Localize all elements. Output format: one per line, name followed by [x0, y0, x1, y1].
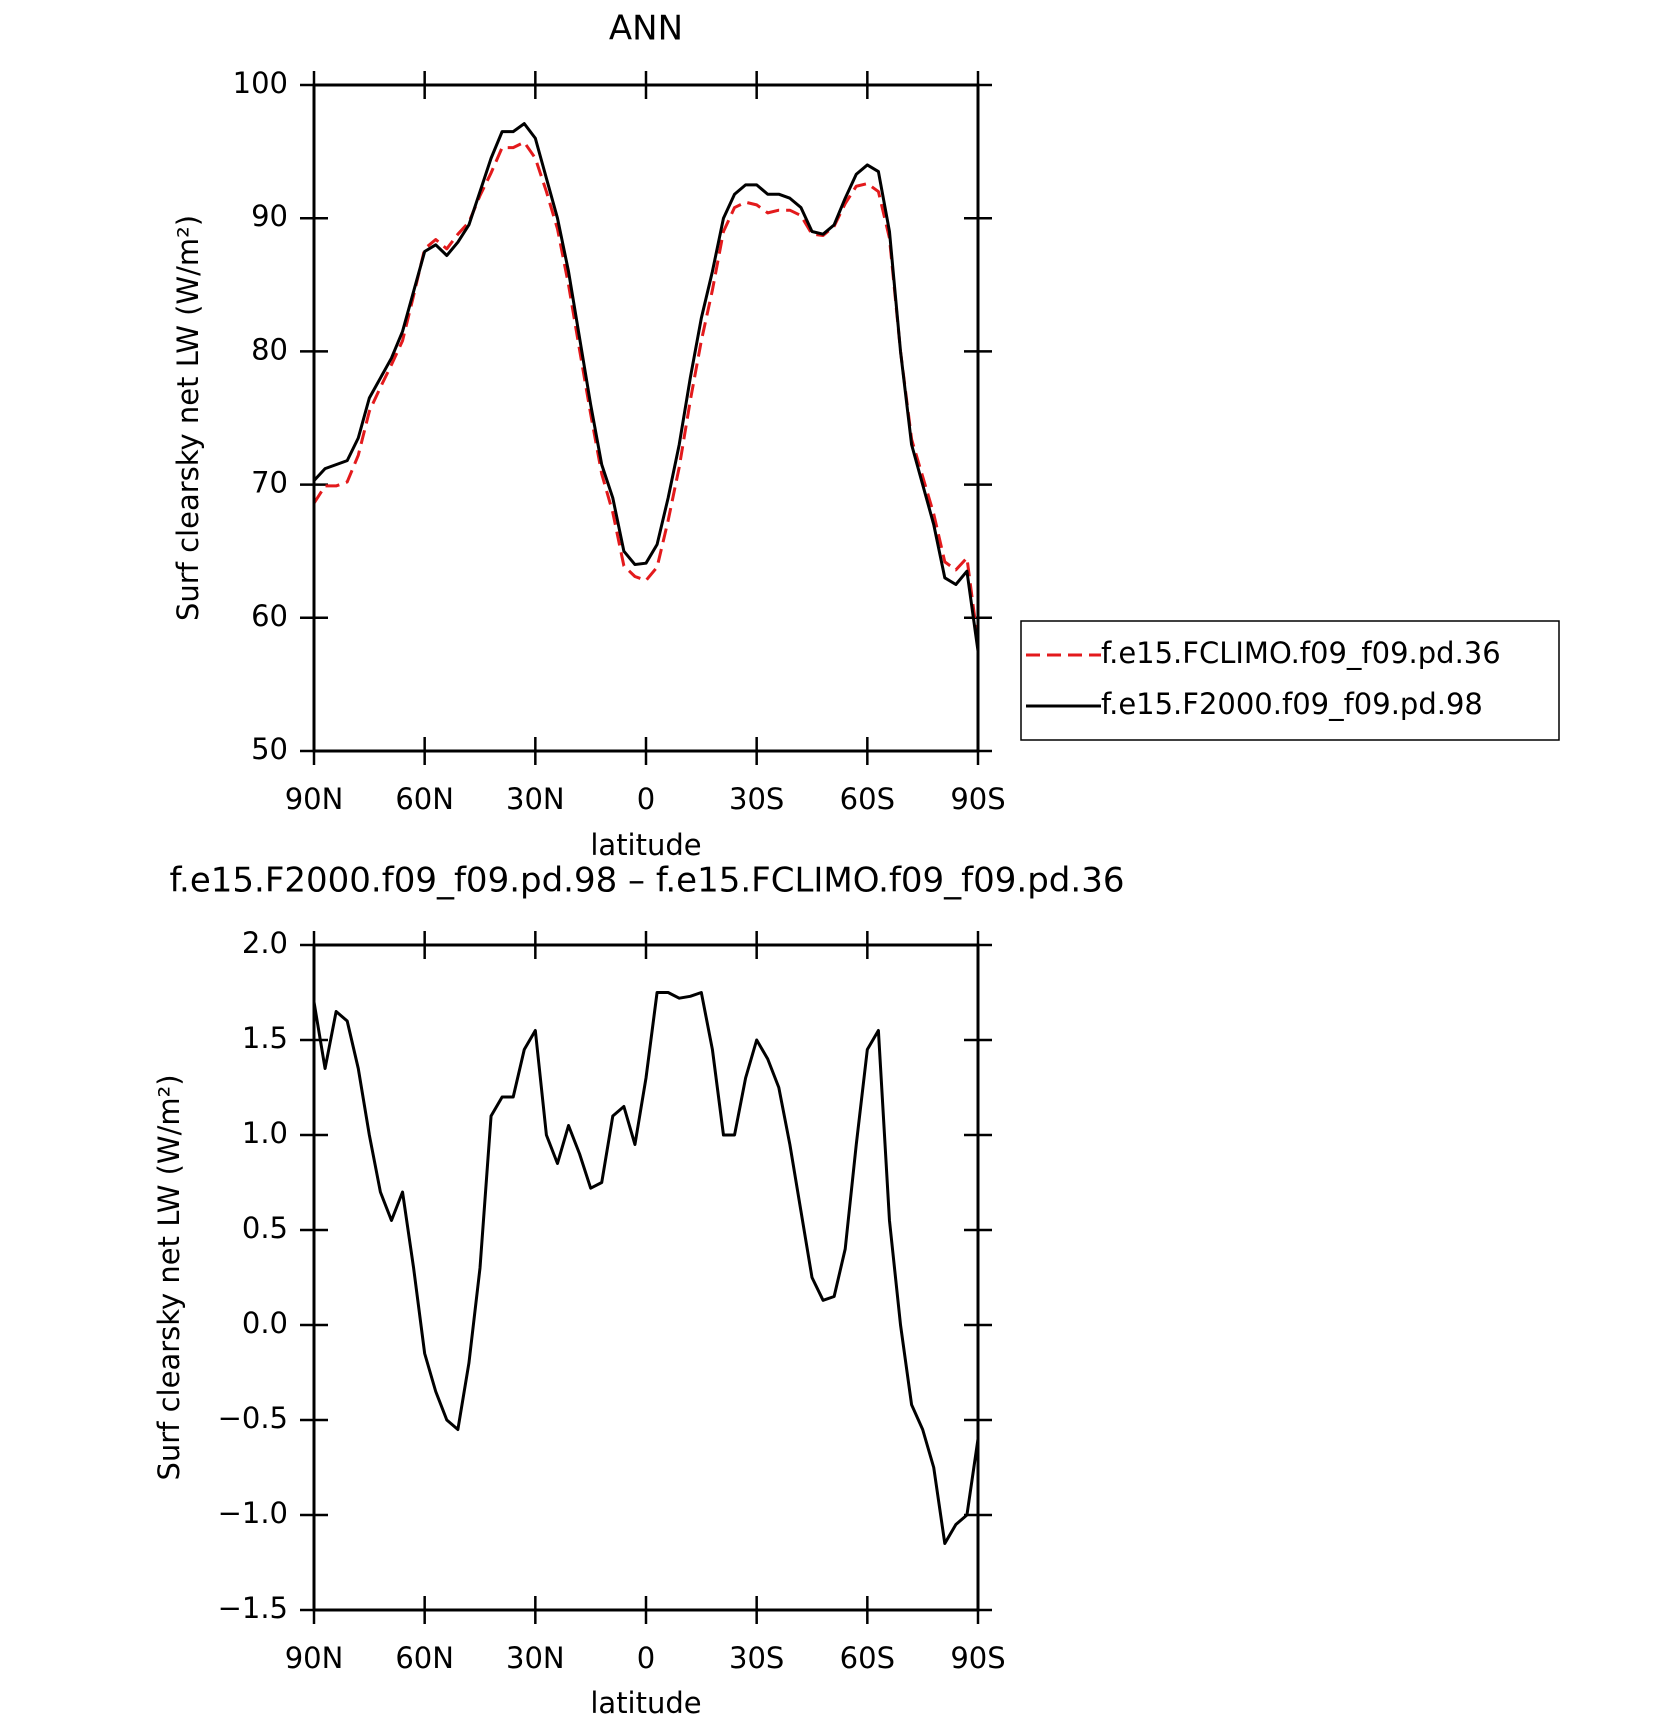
y-tick-label: 90 [251, 199, 288, 233]
x-tick-label: 60S [840, 782, 895, 816]
data-line [312, 991, 980, 1545]
x-tick-label: 0 [637, 782, 655, 816]
x-axis-label: latitude [590, 828, 701, 862]
x-tick-label: 30N [506, 1641, 565, 1675]
x-tick-label: 60S [840, 1641, 895, 1675]
x-tick-label: 90S [950, 1641, 1005, 1675]
chart-title: ANN [609, 9, 683, 49]
y-tick-label: 1.0 [242, 1116, 288, 1150]
y-tick-label: 0.0 [242, 1306, 288, 1340]
plot-frame [312, 83, 980, 753]
data-line [312, 122, 980, 652]
y-tick-label: 80 [251, 332, 288, 366]
y-tick-label: 70 [251, 466, 288, 500]
y-tick-label: 2.0 [242, 926, 288, 960]
y-tick-label: 50 [251, 732, 288, 766]
chart-title: f.e15.F2000.f09_f09.pd.98 – f.e15.FCLIMO… [170, 861, 1125, 901]
y-tick-label: −1.5 [218, 1591, 288, 1625]
x-tick-label: 30S [729, 782, 784, 816]
y-tick-label: −0.5 [218, 1401, 288, 1435]
x-tick-label: 30S [729, 1641, 784, 1675]
y-tick-label: 100 [233, 66, 288, 100]
plot-frame [312, 943, 980, 1612]
x-tick-label: 60N [395, 782, 454, 816]
x-axis-label: latitude [590, 1686, 701, 1719]
y-tick-label: −1.0 [218, 1496, 288, 1530]
data-line [312, 140, 980, 644]
x-tick-label: 90N [285, 1641, 344, 1675]
y-tick-label: 1.5 [242, 1021, 288, 1055]
y-tick-label: 60 [251, 599, 288, 633]
x-tick-label: 30N [506, 782, 565, 816]
legend-label: f.e15.F2000.f09_f09.pd.98 [1101, 687, 1483, 721]
y-tick-label: 0.5 [242, 1211, 288, 1245]
x-tick-label: 90N [285, 782, 344, 816]
legend-label: f.e15.FCLIMO.f09_f09.pd.36 [1101, 636, 1501, 670]
y-axis-label: Surf clearsky net LW (W/m²) [152, 1074, 186, 1480]
x-tick-label: 0 [637, 1641, 655, 1675]
x-tick-label: 60N [395, 1641, 454, 1675]
x-tick-label: 90S [950, 782, 1005, 816]
y-axis-label: Surf clearsky net LW (W/m²) [171, 215, 205, 621]
legend-box [1020, 620, 1560, 741]
